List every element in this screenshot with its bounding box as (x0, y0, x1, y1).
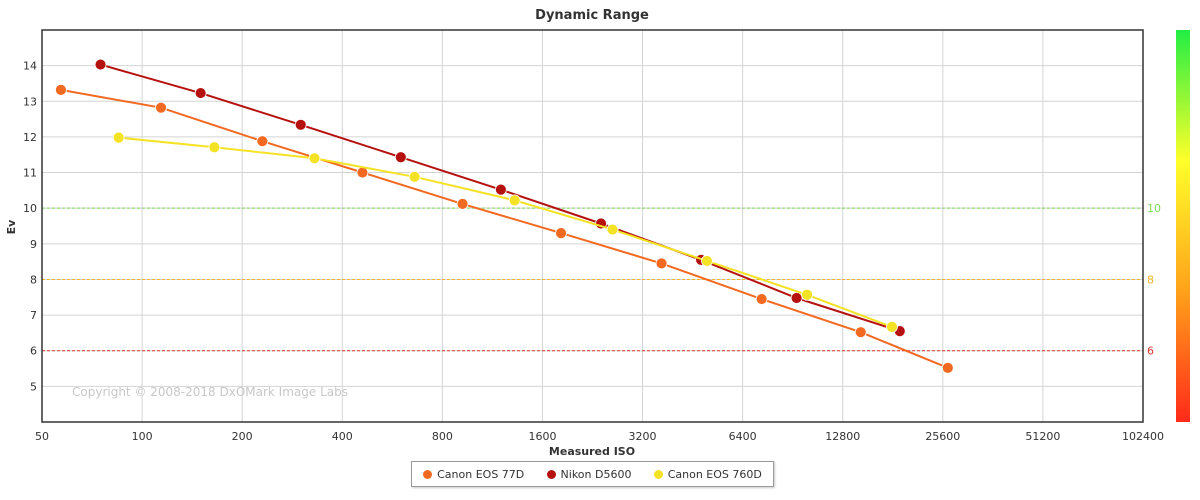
y-tick-label: 12 (23, 131, 37, 144)
x-tick-label: 200 (232, 430, 253, 443)
y-tick-label: 13 (23, 95, 37, 108)
x-tick-label: 102400 (1122, 430, 1164, 443)
data-point[interactable] (55, 83, 67, 96)
legend-label: Nikon D5600 (560, 467, 632, 481)
data-point[interactable] (941, 361, 954, 374)
chart-title: Dynamic Range (535, 8, 649, 23)
legend-marker (423, 469, 433, 479)
legend-item[interactable]: Canon EOS 760D (653, 467, 762, 481)
data-point[interactable] (854, 326, 867, 339)
series-layer (55, 58, 954, 374)
copyright-watermark: Copyright © 2008-2018 DxOMark Image Labs (72, 385, 348, 399)
color-scale-bar (1176, 30, 1190, 422)
y-axis-label: Ev (5, 219, 18, 235)
data-point[interactable] (408, 170, 421, 183)
reference-line-label: 10 (1147, 202, 1161, 215)
series-line (60, 88, 949, 369)
data-point[interactable] (308, 152, 321, 165)
data-point[interactable] (655, 257, 668, 270)
data-point[interactable] (508, 194, 521, 207)
data-point[interactable] (294, 118, 307, 131)
data-point[interactable] (606, 223, 619, 236)
data-point[interactable] (94, 58, 107, 71)
legend-label: Canon EOS 77D (437, 467, 525, 481)
legend-marker (546, 469, 556, 479)
data-point[interactable] (886, 320, 898, 333)
y-tick-label: 9 (30, 238, 37, 251)
x-tick-label: 6400 (729, 430, 757, 443)
data-point[interactable] (701, 255, 713, 267)
y-axis: 5 6 7 8 9 10 11 12 13 14 (23, 60, 37, 394)
y-tick-label: 6 (30, 345, 37, 358)
x-tick-label: 3200 (629, 430, 657, 443)
y-tick-label: 7 (30, 309, 37, 322)
data-point[interactable] (194, 87, 207, 99)
x-tick-label: 400 (332, 430, 353, 443)
x-tick-label: 51200 (1025, 430, 1060, 443)
x-axis-label: Measured ISO (549, 445, 635, 458)
data-point[interactable] (495, 183, 507, 196)
reference-line-label: 8 (1147, 273, 1154, 286)
x-axis: 50 100 200 400 800 1600 3200 6400 12800 25600 5120… (35, 430, 1164, 443)
plot-frame (41, 29, 1144, 423)
reference-line-label: 6 (1147, 345, 1154, 358)
x-tick-label: 50 (35, 430, 49, 443)
series-canon-eos-760d (112, 131, 898, 333)
y-tick-label: 5 (30, 380, 37, 393)
data-point[interactable] (394, 151, 407, 164)
y-tick-label: 10 (23, 202, 37, 215)
data-point[interactable] (790, 292, 803, 304)
y-tick-label: 11 (23, 167, 37, 180)
legend-label: Canon EOS 760D (667, 467, 762, 481)
legend-marker (653, 469, 663, 479)
x-tick-label: 1600 (528, 430, 556, 443)
data-point[interactable] (456, 198, 469, 210)
data-point[interactable] (555, 227, 567, 240)
plot-area (42, 30, 1143, 422)
data-point[interactable] (256, 135, 269, 148)
data-point[interactable] (755, 293, 768, 305)
x-tick-label: 100 (132, 430, 153, 443)
x-tick-label: 25600 (925, 430, 960, 443)
legend-item[interactable]: Canon EOS 77D (423, 468, 524, 481)
x-tick-label: 800 (432, 430, 453, 443)
data-point[interactable] (155, 101, 167, 114)
legend-item[interactable]: Nikon D5600 (546, 467, 632, 481)
y-tick-label: 14 (23, 60, 37, 73)
data-point[interactable] (801, 288, 813, 301)
data-point[interactable] (112, 131, 125, 144)
y-tick-label: 8 (30, 273, 37, 286)
x-tick-label: 12800 (825, 430, 860, 443)
reference-lines: 10 8 6 (42, 202, 1161, 358)
data-point[interactable] (208, 141, 221, 154)
legend: Canon EOS 77D Nikon D5600 Canon EOS 760D (411, 461, 774, 487)
